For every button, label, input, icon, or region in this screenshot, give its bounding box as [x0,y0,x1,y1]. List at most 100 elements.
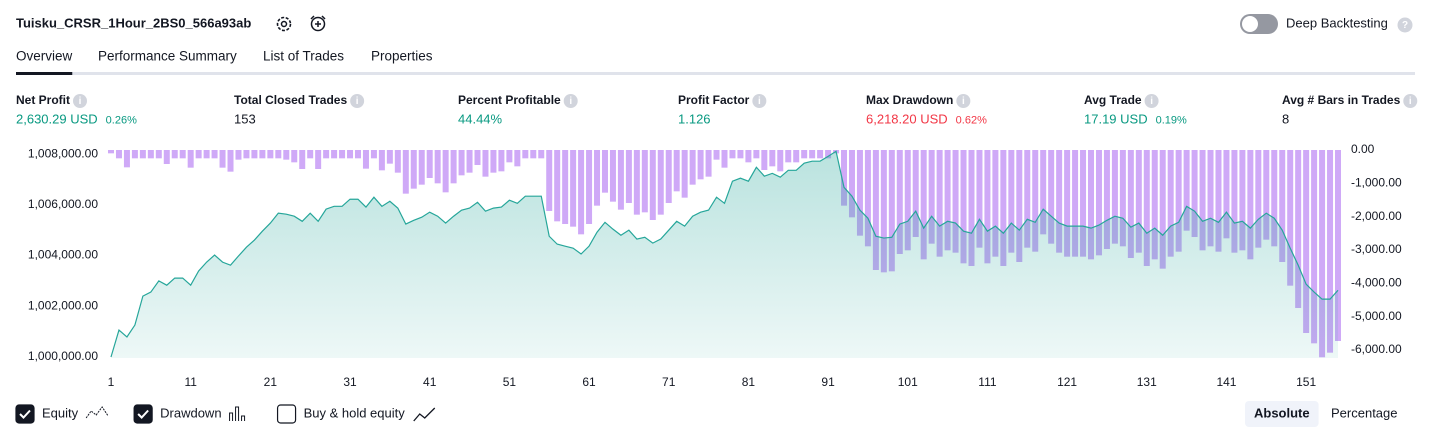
drawdown-bar [880,150,887,273]
drawdown-bar [514,150,521,167]
metric-label: Avg Trade [1084,93,1142,107]
drawdown-bar [434,150,441,184]
drawdown-bar [243,150,250,159]
drawdown-bar [506,150,513,163]
y-tick-label: 1,006,000.00 [28,197,98,211]
drawdown-bar [1000,150,1007,266]
metric-label: Profit Factor [678,93,750,107]
tabs: Overview Performance Summary List of Trade… [16,49,433,75]
drawdown-bar [697,150,704,180]
info-icon[interactable] [73,94,87,108]
drawdown-bar [458,150,465,176]
drawdown-bar [952,150,959,253]
info-icon[interactable] [1403,94,1418,108]
tab[interactable]: Overview [16,49,73,64]
info-glyph: i [79,96,82,107]
legend-label: Equity [42,405,79,420]
drawdown-bar [362,150,369,169]
drawdown-bar [474,150,481,165]
drawdown-bar [1175,150,1182,252]
drawdown-bar [673,150,680,192]
drawdown-bar [1247,150,1254,260]
drawdown-bar [904,150,911,251]
drawdown-bar [530,150,537,159]
drawdown-bar [1056,150,1063,253]
drawdown-bar [498,150,505,172]
info-icon[interactable] [350,94,365,108]
buy-hold-icon [413,407,436,422]
drawdown-bar [841,150,848,206]
drawdown-bar [490,150,497,173]
drawdown-bar [801,150,808,159]
tab[interactable]: Performance Summary [98,49,237,64]
drawdown-bar [753,150,760,159]
deep-backtesting-toggle[interactable] [1240,14,1278,34]
y2-tick-label: 0.00 [1351,142,1375,156]
settings-icon[interactable] [276,16,292,32]
drawdown-bar [354,150,361,159]
y-tick-label: 1,000,000.00 [28,349,98,363]
drawdown-bar [633,150,640,215]
drawdown-bar [442,150,449,193]
drawdown-bar [163,150,170,164]
drawdown-bar [108,150,114,154]
drawdown-bar [936,150,943,257]
drawdown-bar [1119,150,1126,247]
drawdown-bar [115,150,122,159]
drawdown-bar [562,150,569,224]
drawdown-bar [1263,150,1270,240]
alert-icon[interactable] [310,15,326,32]
drawdown-bar [609,150,616,202]
equity-area [111,151,1338,358]
drawdown-bar [809,150,816,159]
info-icon[interactable] [956,94,971,108]
x-tick-label: 111 [978,375,997,389]
drawdown-bar [131,150,138,159]
y2-tick-label: -4,000.00 [1351,276,1402,290]
drawdown-bar [825,150,832,159]
x-tick-label: 11 [184,375,197,389]
drawdown-bar [538,150,545,159]
drawdown-bar [992,150,999,257]
metric-value: 6,218.20 USD [866,111,948,126]
metrics: Net Profit i 2,630.29 USD 0.26% Total Closed… [16,93,1418,126]
x-tick-label: 41 [423,375,437,389]
drawdown-bar [123,150,130,168]
x-tick-label: 71 [662,375,676,389]
drawdown-bar [1199,150,1206,251]
scale-button[interactable] [1245,401,1319,427]
drawdown-bar [1311,150,1318,344]
drawdown-bar [920,150,927,260]
drawdown-bar [928,150,935,244]
checkmark [137,409,149,419]
drawdown-bar [139,150,146,159]
drawdown-bar [761,150,768,170]
checkbox[interactable] [15,404,35,424]
drawdown-bar [235,150,242,160]
drawdown-bar [721,150,728,168]
y-tick-label: 1,008,000.00 [28,146,98,160]
drawdown-bar [1143,150,1150,266]
strategy-title: Tuisku_CRSR_1Hour_2BS0_566a93ab [16,15,251,30]
info-icon[interactable] [563,94,578,108]
x-tick-label: 61 [582,375,596,389]
drawdown-bar [976,150,983,248]
x-tick-label: 141 [1216,375,1236,389]
drawdown-bar [1151,150,1158,260]
info-icon[interactable] [1144,94,1159,108]
checkbox[interactable] [133,404,153,424]
drawdown-bar [713,150,720,160]
drawdown-bar [1295,150,1302,308]
info-icon[interactable] [752,94,767,108]
drawdown-bar [554,150,561,222]
drawdown-bar [745,150,752,163]
checkbox[interactable] [276,404,297,424]
drawdown-bar [625,150,632,203]
legend-label: Drawdown [160,405,221,420]
help-icon[interactable]: ? [1397,17,1413,33]
drawdown-bar [1048,150,1055,244]
tab[interactable]: List of Trades [263,49,344,64]
tab[interactable]: Properties [371,49,433,64]
drawdown-bar [657,150,664,215]
metric-value: 8 [1282,111,1289,126]
